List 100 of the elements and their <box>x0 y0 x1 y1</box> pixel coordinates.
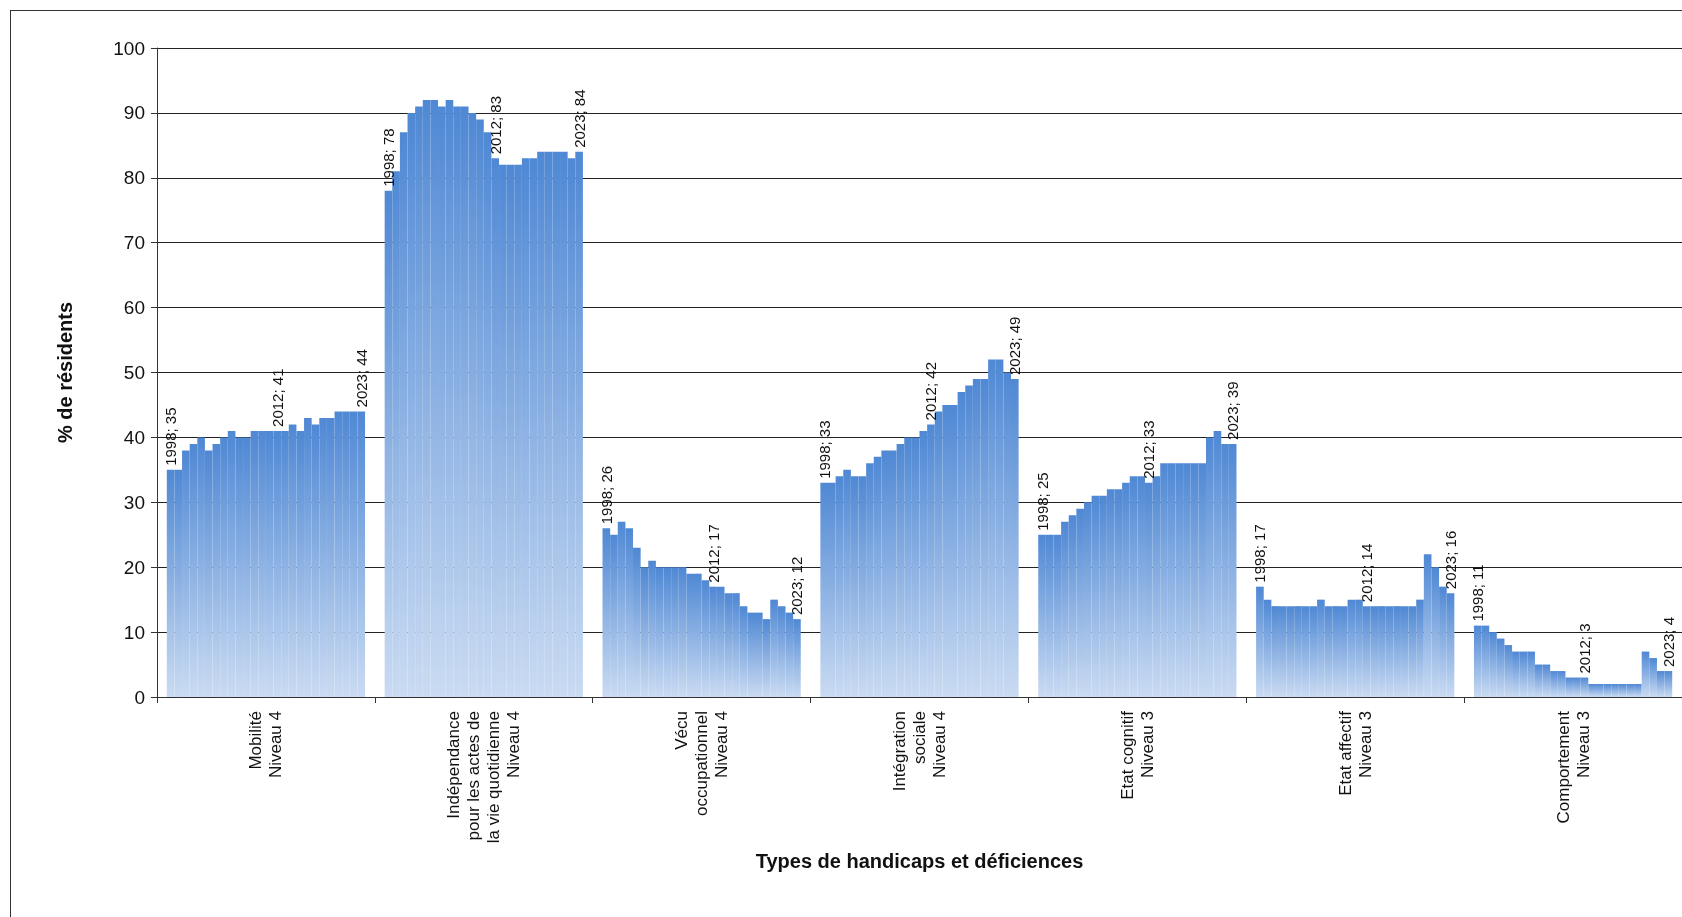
bar <box>265 430 274 697</box>
data-label: 1998; 17 <box>1251 524 1269 583</box>
data-label: 2023; 4 <box>1659 616 1677 668</box>
bar <box>739 606 748 697</box>
bar <box>980 378 989 697</box>
bar <box>1347 599 1356 697</box>
bar <box>1091 495 1100 697</box>
bar <box>972 378 981 697</box>
bar <box>843 469 851 697</box>
bar <box>1378 606 1386 697</box>
bar <box>243 437 251 697</box>
y-tick-label: 70 <box>123 232 145 254</box>
bar <box>296 430 305 697</box>
bar <box>476 119 484 697</box>
data-label: 1998; 26 <box>597 465 615 525</box>
data-label: 2023; 49 <box>1006 316 1024 375</box>
bar <box>1278 606 1287 697</box>
data-label: 2012; 41 <box>268 368 286 427</box>
bar <box>1408 606 1417 697</box>
bar <box>483 132 492 697</box>
bar <box>491 158 500 697</box>
bar <box>663 567 672 697</box>
bar <box>182 450 190 697</box>
bar <box>544 151 553 697</box>
bar <box>1534 664 1543 697</box>
bar <box>552 151 561 697</box>
bar <box>1309 606 1318 697</box>
bar <box>1160 463 1168 697</box>
data-label: 2023; 84 <box>570 89 588 148</box>
bar <box>873 456 882 697</box>
bar <box>1045 534 1054 697</box>
bar <box>1221 443 1229 697</box>
bar <box>384 190 393 697</box>
data-label: 2012; 33 <box>1140 420 1158 479</box>
bar <box>415 106 423 697</box>
x-tick-label: Mobilité Niveau 4 <box>246 711 286 779</box>
bar <box>235 437 244 697</box>
bar <box>506 164 515 697</box>
bar <box>1550 671 1558 697</box>
bar <box>281 430 289 697</box>
y-tick-label: 90 <box>123 102 145 124</box>
bar <box>617 521 626 697</box>
bar <box>1355 599 1363 697</box>
bar <box>1317 599 1325 697</box>
bar <box>430 99 439 697</box>
data-label: 1998; 25 <box>1033 472 1051 531</box>
bar <box>686 573 695 697</box>
bar <box>942 404 950 697</box>
bar <box>1512 651 1520 697</box>
bar <box>785 612 794 697</box>
bar <box>1263 599 1272 697</box>
bar <box>174 469 183 697</box>
y-tick-label: 30 <box>123 491 145 513</box>
bar <box>567 158 576 697</box>
bar <box>965 385 973 697</box>
bar <box>342 411 350 697</box>
bar <box>1332 606 1340 697</box>
bar <box>1634 684 1642 697</box>
data-label: 1998; 78 <box>379 128 397 187</box>
bar <box>197 437 205 697</box>
bar <box>407 112 416 697</box>
bar <box>1370 606 1379 697</box>
bar <box>732 593 740 697</box>
bar <box>514 164 522 697</box>
bar <box>1324 606 1333 697</box>
bar <box>1481 625 1490 697</box>
bar <box>1439 586 1447 697</box>
bar <box>220 437 228 697</box>
y-tick-label: 20 <box>123 556 145 578</box>
bar <box>889 450 897 697</box>
bar <box>1416 599 1424 697</box>
bar <box>858 476 867 697</box>
bar <box>755 612 763 697</box>
y-tick-label: 10 <box>123 621 145 643</box>
bar <box>1641 651 1650 697</box>
data-label: 1998; 33 <box>815 420 833 479</box>
data-label: 2012; 42 <box>922 362 940 421</box>
data-label: 2023; 16 <box>1442 530 1460 590</box>
bar <box>334 411 343 697</box>
data-label: 1998; 35 <box>162 407 180 466</box>
bar <box>640 567 649 697</box>
bar <box>1400 606 1409 697</box>
bar <box>1588 684 1596 697</box>
bar <box>655 567 664 697</box>
bar <box>319 417 327 697</box>
bar <box>1167 463 1176 697</box>
bar <box>648 560 656 697</box>
bar <box>1076 508 1084 697</box>
bar <box>678 567 687 697</box>
bar <box>326 417 335 697</box>
bar <box>250 430 259 697</box>
y-tick-label: 40 <box>123 426 145 448</box>
bar <box>1099 495 1107 697</box>
bar <box>1423 554 1432 697</box>
bar <box>1286 606 1295 697</box>
data-label: 2023; 44 <box>352 349 370 408</box>
bar <box>560 151 568 697</box>
y-axis-title: % de résidents <box>54 301 76 444</box>
bar <box>1106 489 1115 697</box>
bar <box>273 430 282 697</box>
